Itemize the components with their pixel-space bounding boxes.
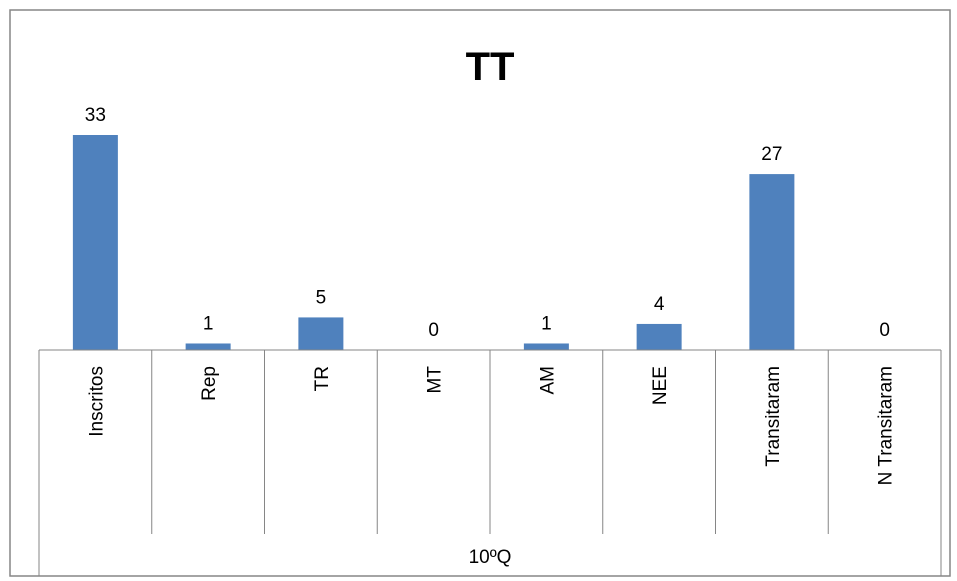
data-label: 0 bbox=[879, 320, 890, 341]
category-label: Transitaram bbox=[763, 366, 784, 467]
group-label: 10ºQ bbox=[469, 547, 512, 568]
data-label: 27 bbox=[761, 144, 782, 165]
bar-nee bbox=[636, 323, 682, 350]
category-label: TR bbox=[312, 366, 333, 391]
bar-am bbox=[523, 343, 569, 350]
data-label: 4 bbox=[654, 294, 665, 315]
bar-transitaram bbox=[749, 174, 795, 350]
category-label: Inscritos bbox=[86, 366, 107, 437]
category-label: N Transitaram bbox=[876, 366, 897, 485]
data-label: 33 bbox=[85, 105, 106, 126]
category-label: NEE bbox=[650, 366, 671, 405]
data-label: 1 bbox=[203, 313, 214, 334]
bar-tr bbox=[298, 317, 344, 350]
data-label: 5 bbox=[316, 287, 327, 308]
chart-border bbox=[9, 9, 951, 577]
category-label: AM bbox=[537, 366, 558, 395]
data-label: 0 bbox=[428, 320, 439, 341]
bar-inscritos bbox=[72, 135, 118, 350]
category-label: Rep bbox=[199, 366, 220, 401]
chart-title: TT bbox=[466, 45, 515, 89]
data-label: 1 bbox=[541, 313, 552, 334]
bar-rep bbox=[185, 343, 231, 350]
category-label: MT bbox=[425, 366, 446, 394]
